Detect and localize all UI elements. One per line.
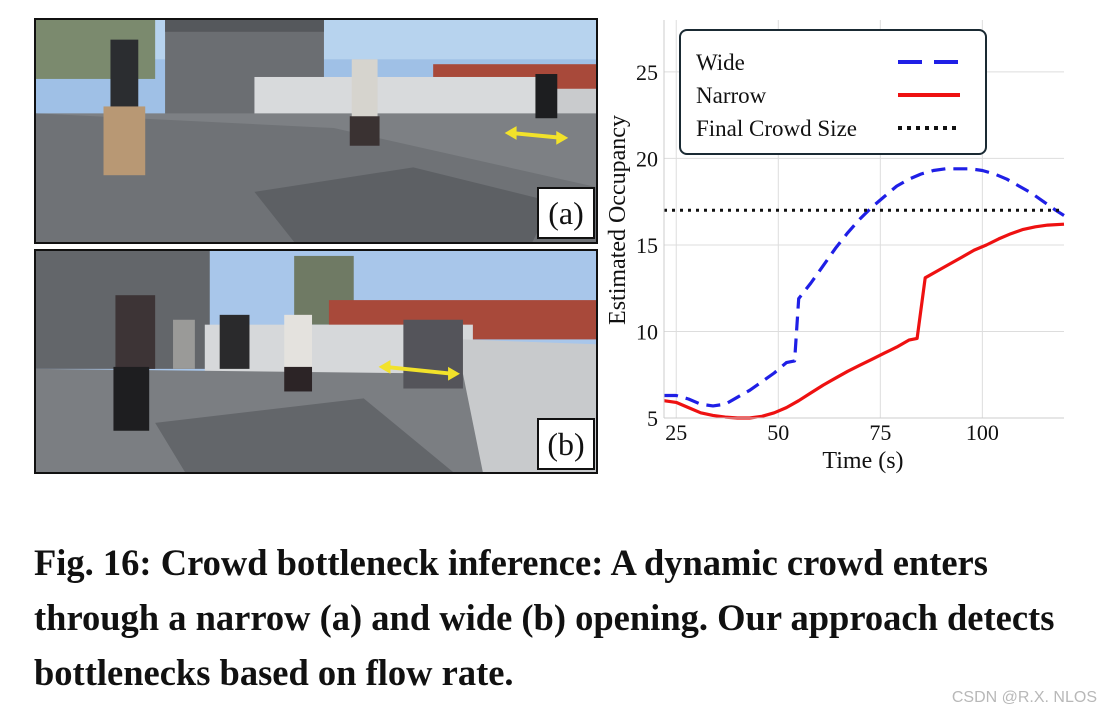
x-tick-label: 25: [665, 420, 687, 445]
photo-wide-opening: [34, 249, 598, 474]
x-tick-label: 50: [767, 420, 789, 445]
x-tick-label: 75: [869, 420, 891, 445]
panel-label-a: (a): [537, 187, 595, 239]
photo-a-scene: [36, 20, 596, 242]
panel-label-b: (b): [537, 418, 595, 470]
y-tick-label: 5: [647, 406, 658, 431]
y-tick-label: 20: [636, 146, 658, 171]
figure-caption: Fig. 16: Crowd bottleneck inference: A d…: [34, 542, 1055, 693]
chart-ticks: 25 50 75 100 5 10 15 20 25: [636, 60, 999, 445]
chart-y-axis-label: Estimated Occupancy: [605, 115, 631, 325]
photo-narrow-opening: [34, 18, 598, 244]
y-tick-label: 15: [636, 233, 658, 258]
chart-x-axis-label: Time (s): [822, 448, 903, 474]
chart-axes: [663, 20, 1064, 419]
chart-series-group: [663, 167, 1065, 420]
legend-label: Final Crowd Size: [696, 116, 857, 141]
series-line-wide: [664, 167, 1065, 408]
y-tick-label: 25: [636, 60, 658, 85]
photo-b-scene: [36, 251, 596, 472]
legend-label: Narrow: [696, 83, 767, 108]
x-tick-label: 100: [966, 420, 999, 445]
chart-legend: Wide Narrow Final Crowd Size: [679, 29, 987, 155]
series-line-narrow: [663, 222, 1065, 420]
occupancy-chart: 25 50 75 100 5 10 15 20 25 Time (s) Estimated Oc…: [605, 20, 1065, 474]
watermark: CSDN @R.X. NLOS: [951, 689, 1097, 706]
legend-label: Wide: [696, 50, 745, 75]
y-tick-label: 10: [636, 319, 658, 344]
